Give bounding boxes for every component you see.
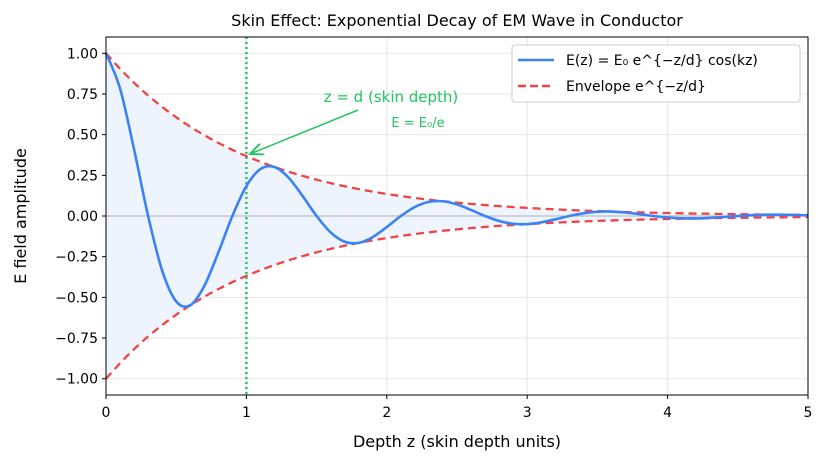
y-tick-label: −0.50 [55,290,98,306]
y-tick-label: 0.25 [67,168,98,184]
annotation-arrow [250,109,359,154]
envelope-upper-line [105,52,809,217]
y-tick-label: −0.75 [55,331,98,347]
y-tick-label: 0.50 [67,128,98,144]
x-tick-label: 2 [382,405,391,421]
x-tick-label: 3 [523,405,532,421]
chart-title: Skin Effect: Exponential Decay of EM Wav… [231,11,683,30]
x-tick-label: 1 [242,405,251,421]
x-axis-label: Depth z (skin depth units) [353,432,561,451]
annotation-text: z = d (skin depth) [324,88,459,106]
x-tick-label: 5 [804,405,813,421]
annotation-subtext: E = E₀/e [391,116,444,131]
y-tick-label: 0.75 [67,87,98,103]
wave-line [104,52,809,309]
y-tick-label: −0.25 [55,250,98,266]
legend: E(z) = E₀ e^{−z/d} cos(kz) Envelope e^{−… [511,44,801,103]
legend-wave-label: E(z) = E₀ e^{−z/d} cos(kz) [566,53,758,69]
x-tick-label: 4 [663,405,672,421]
y-tick-label: 1.00 [67,46,98,62]
y-tick-label: −1.00 [55,372,98,388]
ticks: 0 1 2 3 4 5 1.00 0.75 0.50 0.25 0.00 −0.25 −0.50 −0.7… [55,46,812,421]
legend-envelope-label: Envelope e^{−z/d} [566,79,706,95]
y-tick-label: 0.00 [67,209,98,225]
x-tick-label: 0 [102,405,111,421]
y-axis-label: E field amplitude [11,148,30,284]
